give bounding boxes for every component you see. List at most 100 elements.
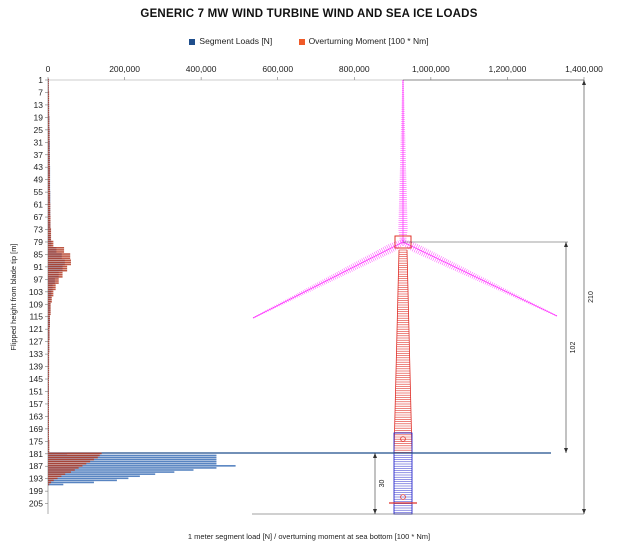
overturning-moment-bar [48, 244, 54, 247]
overturning-moment-bar [48, 193, 51, 195]
overturning-moment-bar [48, 176, 50, 178]
overturning-moment-bar [48, 440, 50, 442]
dimension-210-arrow [582, 509, 586, 514]
overturning-moment-bar [48, 321, 50, 324]
dimension-30-label: 30 [379, 480, 386, 488]
overturning-moment-bar [48, 334, 50, 336]
overturning-moment-bar [48, 126, 50, 129]
overturning-moment-bar [48, 240, 54, 243]
overturning-moment-bar [48, 361, 50, 363]
overturning-moment-bar [48, 249, 65, 251]
overturning-moment-bar [48, 93, 50, 95]
y-tick-label: 85 [34, 249, 44, 259]
overturning-moment-bar [48, 157, 50, 160]
overturning-moment-bar [48, 207, 51, 210]
segment-load-bar [48, 483, 64, 486]
segment-load-bar [48, 467, 217, 469]
segment-load-bar [48, 479, 117, 482]
overturning-moment-bar [48, 112, 50, 114]
turbine-diagram [48, 79, 586, 515]
overturning-moment-bar [48, 101, 50, 104]
overturning-moment-bar [48, 415, 49, 417]
overturning-moment-bar [48, 82, 49, 85]
y-tick-label: 109 [29, 299, 43, 309]
legend-item-overturning-moment: Overturning Moment [100 * Nm] [298, 36, 429, 46]
overturning-moment-bar [48, 273, 63, 276]
y-tick-label: 157 [29, 399, 43, 409]
y-tick-label: 1 [38, 75, 43, 85]
y-tick-label: 79 [34, 237, 44, 247]
overturning-moment-bar [48, 89, 49, 91]
overturning-moment-bar [48, 242, 54, 245]
overturning-moment-bar [48, 107, 50, 110]
segment-load-bar [48, 465, 236, 467]
overturning-moment-bar [48, 448, 50, 451]
overturning-moment-bar [48, 330, 50, 332]
x-tick-label: 800,000 [339, 64, 370, 74]
overturning-moment-bar [48, 419, 49, 421]
legend-label-overturning-moment: Overturning Moment [100 * Nm] [308, 36, 429, 46]
segment-load-bar [48, 481, 94, 484]
overturning-moment-bar [48, 78, 49, 81]
overturning-moment-bar [48, 446, 50, 448]
y-tick-label: 169 [29, 424, 43, 434]
overturning-moment-bar [48, 317, 50, 320]
overturning-moment-bar [48, 377, 49, 380]
overturning-moment-bar [48, 429, 49, 432]
overturning-moment-bar [48, 359, 50, 361]
overturning-moment-bar [48, 411, 49, 413]
overturning-moment-bar [48, 303, 51, 305]
overturning-moment-bar [48, 342, 50, 345]
overturning-moment-bar [48, 99, 50, 102]
overturning-moment-bar [48, 406, 49, 409]
overturning-moment-bar [48, 444, 50, 446]
overturning-moment-bar [48, 226, 51, 228]
overturning-moment-bar [48, 253, 71, 255]
overturning-moment-bar [48, 145, 50, 147]
overturning-moment-bar [48, 477, 58, 480]
overturning-moment-bar [48, 230, 52, 232]
overturning-moment-bar [48, 431, 49, 434]
overturning-moment-bar [48, 153, 50, 156]
overturning-moment-bar [48, 278, 59, 280]
overturning-moment-bar [48, 294, 54, 297]
overturning-moment-bar [48, 394, 49, 397]
overturning-moment-bar [48, 338, 50, 340]
overturning-moment-bar [48, 467, 79, 469]
overturning-moment-bar [48, 352, 50, 355]
overturning-moment-bar [48, 408, 49, 411]
dimension-210-label: 210 [588, 291, 595, 303]
y-tick-label: 73 [34, 225, 44, 235]
overturning-moment-bar [48, 404, 49, 407]
overturning-moment-bar [48, 222, 51, 224]
overturning-moment-bar [48, 232, 52, 235]
overturning-moment-bar [48, 465, 83, 467]
y-tick-label: 55 [34, 187, 44, 197]
overturning-moment-bar [48, 311, 51, 313]
y-tick-label: 193 [29, 474, 43, 484]
overturning-moment-bar [48, 300, 52, 303]
y-tick-label: 31 [34, 137, 44, 147]
y-tick-label: 145 [29, 374, 43, 384]
overturning-moment-bar [48, 105, 50, 108]
overturning-moment-bar [48, 315, 50, 318]
overturning-moment-bar [48, 373, 50, 376]
overturning-moment-bar [48, 236, 52, 239]
y-axis-label: Flipped height from blade tip [m] [9, 243, 18, 350]
overturning-moment-bar [48, 80, 49, 83]
dimension-102-label: 102 [570, 342, 577, 354]
segment-load-bar [48, 469, 194, 471]
overturning-moment-bar [48, 398, 49, 401]
overturning-moment-bar [48, 184, 50, 187]
overturning-moment-bar [48, 296, 52, 299]
overturning-moment-bar [48, 481, 52, 484]
overturning-moment-bar [48, 375, 50, 378]
segment-load-bar [48, 458, 217, 461]
y-tick-label: 199 [29, 486, 43, 496]
overturning-moment-bar [48, 319, 50, 322]
legend-label-segment-loads: Segment Loads [N] [199, 36, 273, 46]
y-tick-label: 181 [29, 449, 43, 459]
overturning-moment-bar [48, 458, 94, 461]
